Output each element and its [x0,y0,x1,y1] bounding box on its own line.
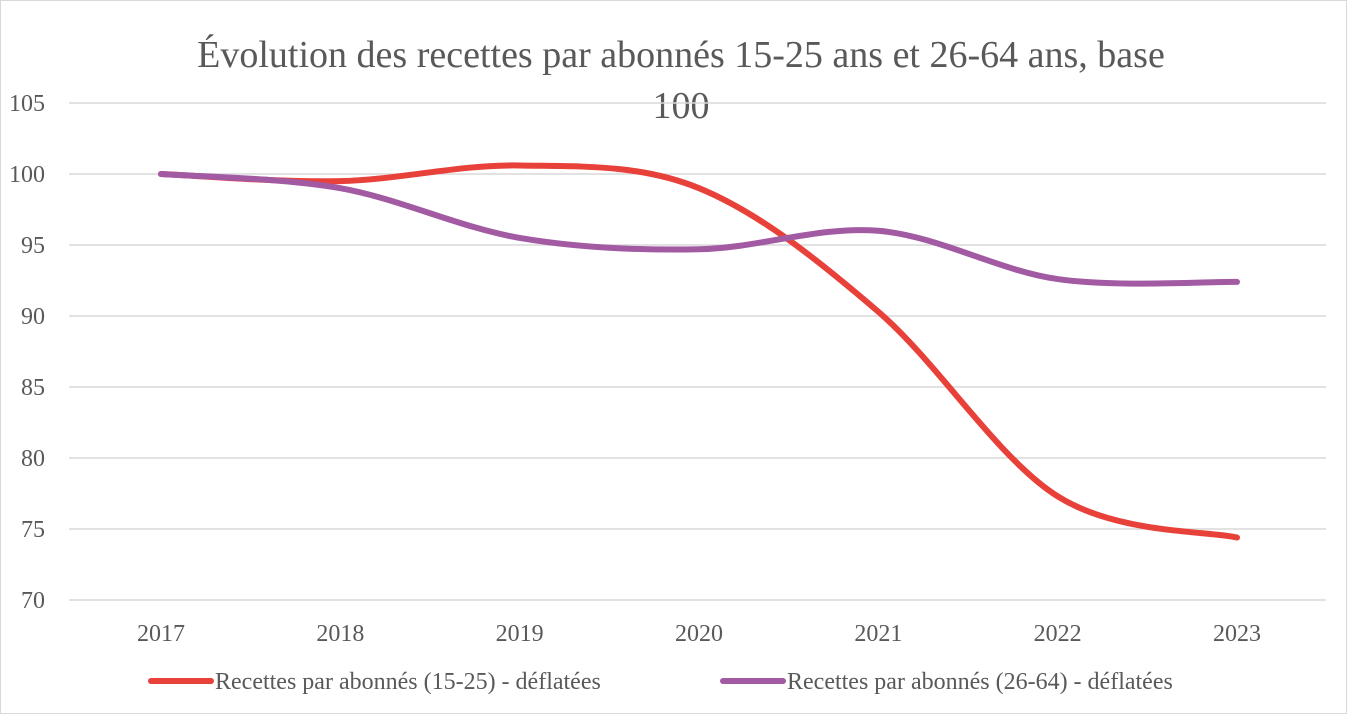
series-line-2 [158,171,1240,287]
series-lines [158,162,1240,541]
x-tick-label: 2019 [496,621,544,647]
chart-title-line-1: Évolution des recettes par abonnés 15-25… [197,34,1165,76]
y-tick-label: 90 [21,304,45,330]
y-axis-tick-labels: 70 75 80 85 90 95 100 105 [9,91,45,614]
x-tick-label: 2023 [1213,621,1261,647]
legend: Recettes par abonnés (15-25) - déflatées… [148,669,1173,695]
x-tick-label: 2022 [1034,621,1082,647]
series-line-1 [158,162,1240,541]
gridlines [69,102,1326,601]
y-tick-label: 75 [21,517,45,543]
y-tick-label: 100 [9,162,45,188]
y-tick-label: 80 [21,446,45,472]
chart-title: Évolution des recettes par abonnés 15-25… [197,34,1165,127]
y-tick-label: 70 [21,588,45,614]
x-tick-label: 2017 [137,621,185,647]
x-tick-label: 2021 [854,621,902,647]
y-tick-label: 85 [21,375,45,401]
y-tick-label: 105 [9,91,45,117]
legend-label-1: Recettes par abonnés (15-25) - déflatées [215,669,601,695]
x-tick-label: 2018 [316,621,364,647]
x-axis-tick-labels: 2017 2018 2019 2020 2021 2022 2023 [137,621,1261,647]
chart-title-line-2: 100 [653,85,710,127]
x-tick-label: 2020 [675,621,723,647]
y-tick-label: 95 [21,233,45,259]
legend-label-2: Recettes par abonnés (26-64) - déflatées [787,669,1173,695]
